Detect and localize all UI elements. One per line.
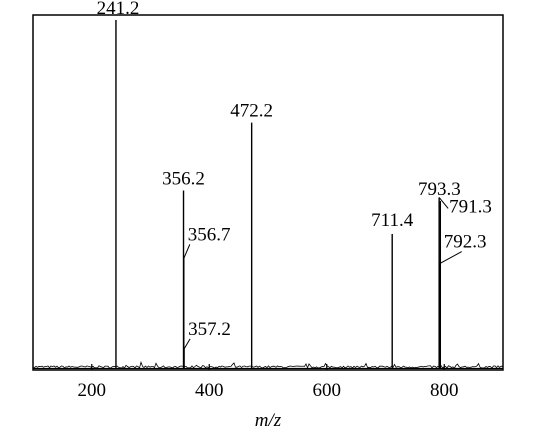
peak-label: 356.7 — [188, 224, 231, 245]
x-tick-label: 600 — [313, 380, 342, 401]
plot-frame — [32, 14, 504, 371]
noise-trace — [32, 360, 503, 370]
peak-label: 356.2 — [162, 169, 205, 190]
peak-label: 792.3 — [444, 232, 487, 253]
peak-label: 241.2 — [97, 0, 140, 19]
x-axis: 200 400 600 800 — [78, 364, 459, 401]
peak-annotations: 241.2 356.2 356.7 357.2 472.2 711.4793.3791.3… — [97, 0, 492, 340]
peak-label: 357.2 — [188, 319, 231, 340]
peaks — [115, 20, 442, 368]
baseline-noise — [32, 360, 503, 370]
peak-label: 791.3 — [449, 196, 492, 217]
annotation-leaders — [183, 197, 462, 350]
x-tick-label: 400 — [195, 380, 224, 401]
peak-label: 711.4 — [371, 210, 414, 231]
leader-line — [183, 244, 191, 259]
x-axis-title: m/z — [255, 410, 282, 431]
x-tick-label: 200 — [78, 380, 107, 401]
leader-line — [438, 197, 449, 209]
x-tick-label: 800 — [430, 380, 459, 401]
peak-label: 472.2 — [230, 101, 273, 122]
peak-label: 793.3 — [418, 179, 461, 200]
leader-line — [439, 251, 462, 265]
leader-line — [183, 338, 191, 350]
